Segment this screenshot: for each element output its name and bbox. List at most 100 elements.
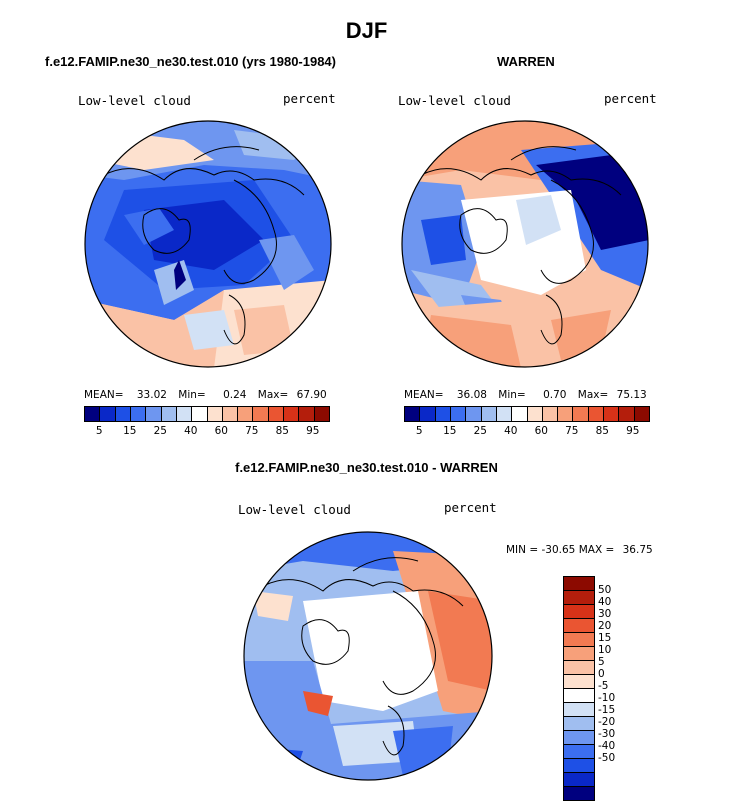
- diff-colorbar-swatch: [564, 689, 594, 703]
- diff-max-value: 36.75: [622, 544, 653, 556]
- model-colorbar-tick-label: 95: [306, 425, 320, 437]
- obs-colorbar-ticks: 5 15 25 40 60 75 85 95: [404, 425, 648, 437]
- obs-max-value: 75.13: [616, 389, 647, 401]
- model-colorbar-swatch: [161, 407, 177, 421]
- obs-colorbar-tick-label: 25: [473, 425, 487, 437]
- model-colorbar-tick-label: 25: [153, 425, 167, 437]
- diff-colorbar-tick-label: 20: [598, 620, 612, 632]
- model-units-label: percent: [283, 91, 336, 106]
- obs-mean-value: 36.08: [456, 389, 487, 401]
- diff-colorbar-swatch: [564, 759, 594, 773]
- model-colorbar-swatch: [85, 407, 101, 421]
- model-mean-value: 33.02: [136, 389, 167, 401]
- diff-colorbar-swatch: [564, 577, 594, 591]
- model-colorbar-swatch: [115, 407, 131, 421]
- diff-colorbar-swatch: [564, 787, 594, 800]
- page-title: DJF: [345, 18, 388, 43]
- model-colorbar-swatch: [268, 407, 285, 421]
- obs-panel-title: WARREN: [497, 54, 555, 69]
- model-colorbar-tick-label: 60: [214, 425, 228, 437]
- diff-units-label: percent: [444, 500, 497, 515]
- model-colorbar-swatch: [284, 407, 300, 421]
- diff-colorbar-tick-label: -10: [598, 692, 616, 704]
- diff-colorbar-swatch: [564, 661, 594, 675]
- diff-colorbar-swatch: [564, 605, 594, 619]
- obs-colorbar: [404, 406, 650, 422]
- obs-colorbar-swatch: [481, 407, 497, 421]
- diff-colorbar-swatch: [564, 633, 594, 647]
- obs-colorbar-tick-label: 40: [504, 425, 518, 437]
- obs-colorbar-swatch: [496, 407, 513, 421]
- obs-colorbar-swatch: [420, 407, 436, 421]
- model-colorbar-swatch: [130, 407, 147, 421]
- obs-colorbar-swatch: [466, 407, 482, 421]
- obs-colorbar-tick-label: 60: [534, 425, 548, 437]
- model-colorbar-swatch: [100, 407, 116, 421]
- model-polar-map: [84, 120, 332, 368]
- diff-colorbar-swatch: [564, 717, 594, 731]
- diff-colorbar-tick-label: -5: [598, 680, 609, 692]
- diff-colorbar-ticks: 50 40 30 20 15 10 5 0 -5 -10 -15 -20 -30 -40 -50: [598, 584, 615, 764]
- diff-colorbar-tick-label: -30: [598, 728, 616, 740]
- diff-colorbar-swatch: [564, 773, 594, 787]
- model-colorbar-swatch: [253, 407, 269, 421]
- diff-colorbar-swatch: [564, 647, 594, 661]
- model-colorbar-swatch: [146, 407, 162, 421]
- diff-colorbar-tick-label: 15: [598, 632, 612, 644]
- obs-colorbar-tick-label: 5: [415, 425, 423, 437]
- model-panel-title: f.e12.FAMIP.ne30_ne30.test.010 (yrs 1980…: [45, 54, 336, 69]
- diff-colorbar-tick-label: 0: [598, 668, 605, 680]
- obs-polar-map: [401, 120, 649, 368]
- model-colorbar-tick-label: 5: [95, 425, 103, 437]
- diff-colorbar-tick-label: -20: [598, 716, 616, 728]
- model-colorbar-swatch: [176, 407, 193, 421]
- model-stats: MEAN= 33.02 Min= 0.24 Max= 67.90: [84, 389, 327, 401]
- diff-colorbar-swatch: [564, 675, 594, 689]
- model-colorbar-swatch: [192, 407, 208, 421]
- obs-colorbar-swatch: [435, 407, 451, 421]
- model-colorbar-swatch: [207, 407, 223, 421]
- diff-colorbar-tick-label: -40: [598, 740, 616, 752]
- obs-colorbar-swatch: [604, 407, 620, 421]
- obs-colorbar-tick-label: 15: [443, 425, 457, 437]
- model-variable-label: Low-level cloud: [78, 93, 191, 108]
- model-min-label: Min=: [178, 389, 206, 401]
- diff-colorbar-tick-label: 40: [598, 596, 612, 608]
- diff-colorbar-swatch: [564, 745, 594, 759]
- model-colorbar-swatch: [299, 407, 315, 421]
- diff-colorbar-swatch: [564, 619, 594, 633]
- obs-units-label: percent: [604, 91, 657, 106]
- diff-colorbar: [563, 576, 595, 801]
- model-colorbar-swatch: [238, 407, 254, 421]
- diff-colorbar-swatch: [564, 703, 594, 717]
- obs-colorbar-tick-label: 75: [565, 425, 579, 437]
- diff-minmax: MIN = -30.65 MAX = 36.75: [506, 544, 653, 556]
- model-colorbar-swatch: [314, 407, 329, 421]
- diff-colorbar-swatch: [564, 731, 594, 745]
- model-max-value: 67.90: [296, 389, 327, 401]
- model-colorbar-tick-label: 15: [123, 425, 137, 437]
- diff-colorbar-tick-label: 10: [598, 644, 612, 656]
- diff-colorbar-tick-label: -50: [598, 752, 616, 764]
- obs-min-value: 0.70: [543, 389, 567, 401]
- diff-min-label: MIN =: [506, 544, 539, 556]
- obs-stats: MEAN= 36.08 Min= 0.70 Max= 75.13: [404, 389, 647, 401]
- obs-colorbar-swatch: [527, 407, 543, 421]
- obs-colorbar-swatch: [619, 407, 635, 421]
- model-colorbar: [84, 406, 330, 422]
- diff-variable-label: Low-level cloud: [238, 502, 351, 517]
- obs-colorbar-swatch: [542, 407, 559, 421]
- obs-variable-label: Low-level cloud: [398, 93, 511, 108]
- diff-polar-map: [243, 531, 493, 781]
- model-colorbar-ticks: 5 15 25 40 60 75 85 95: [84, 425, 328, 437]
- diff-colorbar-tick-label: 30: [598, 608, 612, 620]
- diff-panel-title: f.e12.FAMIP.ne30_ne30.test.010 - WARREN: [235, 460, 498, 475]
- diff-max-label: MAX =: [578, 544, 615, 556]
- diff-colorbar-tick-label: -15: [598, 704, 616, 716]
- model-colorbar-tick-label: 40: [184, 425, 198, 437]
- obs-colorbar-swatch: [558, 407, 574, 421]
- obs-colorbar-tick-label: 95: [626, 425, 640, 437]
- obs-mean-label: MEAN=: [404, 389, 444, 401]
- obs-colorbar-swatch: [634, 407, 649, 421]
- diff-colorbar-swatch: [564, 591, 594, 605]
